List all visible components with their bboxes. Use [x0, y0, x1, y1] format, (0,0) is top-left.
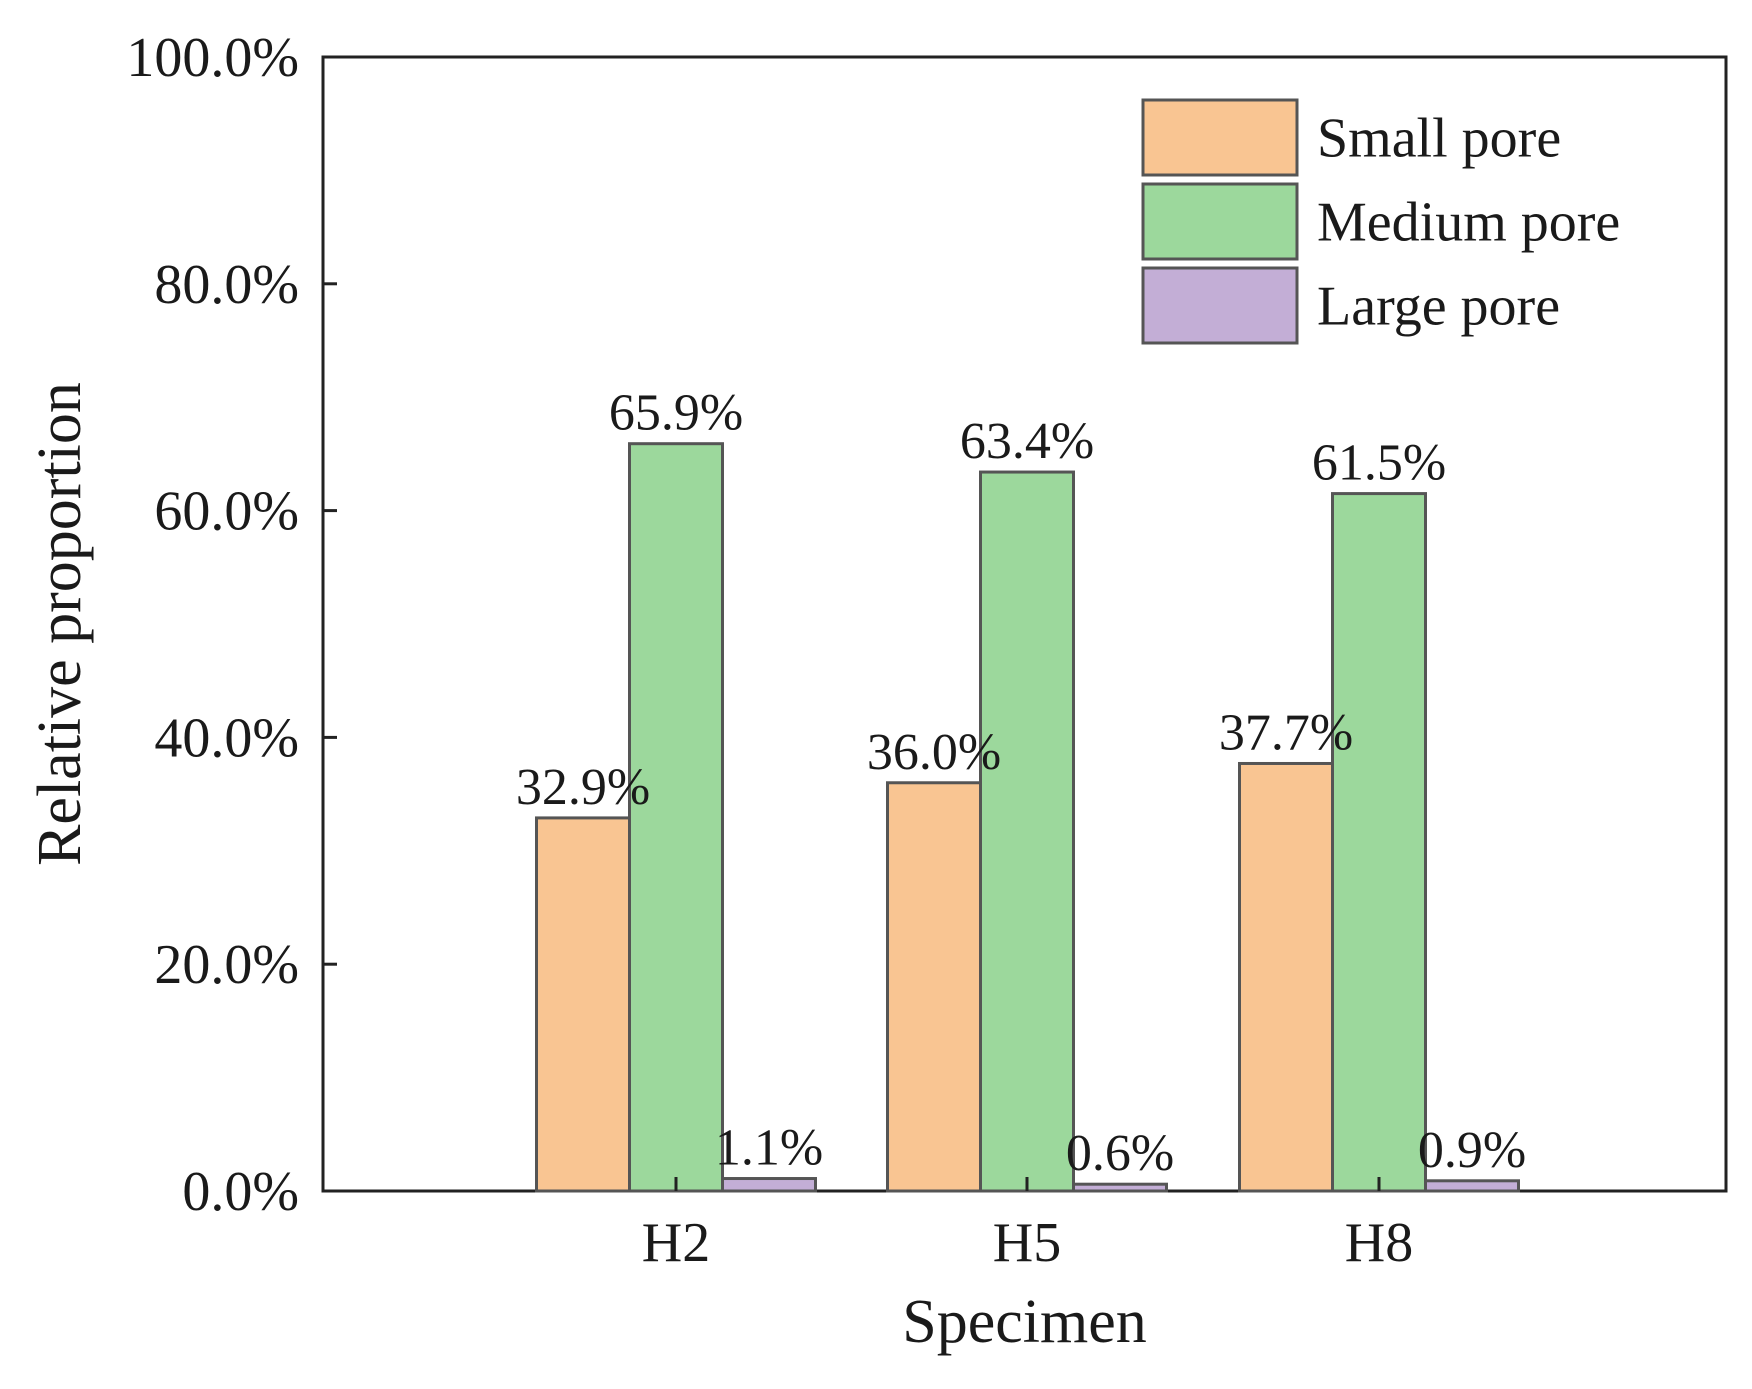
bar	[628, 442, 724, 1193]
bar	[1072, 1182, 1168, 1193]
y-tick-label: 80.0%	[154, 254, 299, 316]
data-label: 0.6%	[1066, 1125, 1174, 1182]
data-label: 65.9%	[609, 385, 743, 442]
data-label: 1.1%	[715, 1120, 823, 1177]
x-tick-label: H8	[1345, 1212, 1413, 1274]
data-label: 36.0%	[867, 724, 1001, 781]
bar	[886, 781, 982, 1193]
y-tick-label: 20.0%	[154, 934, 299, 996]
bar	[1331, 492, 1427, 1193]
data-label: 63.4%	[960, 413, 1094, 470]
bar	[1238, 761, 1334, 1193]
legend-swatch	[1141, 266, 1299, 345]
bar	[1424, 1179, 1520, 1193]
x-axis-title: Specimen	[902, 1288, 1147, 1356]
y-tick-label: 60.0%	[154, 481, 299, 543]
legend: Small pore Medium pore Large pore	[1141, 98, 1620, 345]
y-axis-title: Relative proportion	[26, 382, 94, 866]
legend-label: Large pore	[1317, 276, 1560, 338]
legend-label: Small pore	[1317, 108, 1561, 170]
data-label: 61.5%	[1312, 435, 1446, 492]
legend-swatch	[1141, 182, 1299, 261]
data-label: 37.7%	[1219, 704, 1353, 761]
labels-layer: 32.9% 65.9% 1.1% 36.0% 63.4% 0.6% 37.7% 61.5% 0.…	[516, 385, 1526, 1183]
data-label: 32.9%	[516, 759, 650, 816]
legend-label: Medium pore	[1317, 192, 1620, 254]
legend-swatch	[1141, 98, 1299, 177]
bars-layer	[535, 442, 1520, 1193]
data-label: 0.9%	[1418, 1122, 1526, 1179]
bar	[979, 470, 1075, 1193]
x-tick-label: H5	[993, 1212, 1061, 1274]
ticks-layer: 0.0% 20.0% 40.0% 60.0% 80.0% 100.0% H2 H5 H8	[126, 27, 1413, 1274]
y-tick-label: 0.0%	[182, 1161, 299, 1223]
y-tick-label: 100.0%	[126, 27, 299, 89]
y-tick-label: 40.0%	[154, 707, 299, 769]
bar	[535, 816, 631, 1193]
bar	[721, 1177, 817, 1193]
x-tick-label: H2	[642, 1212, 710, 1274]
